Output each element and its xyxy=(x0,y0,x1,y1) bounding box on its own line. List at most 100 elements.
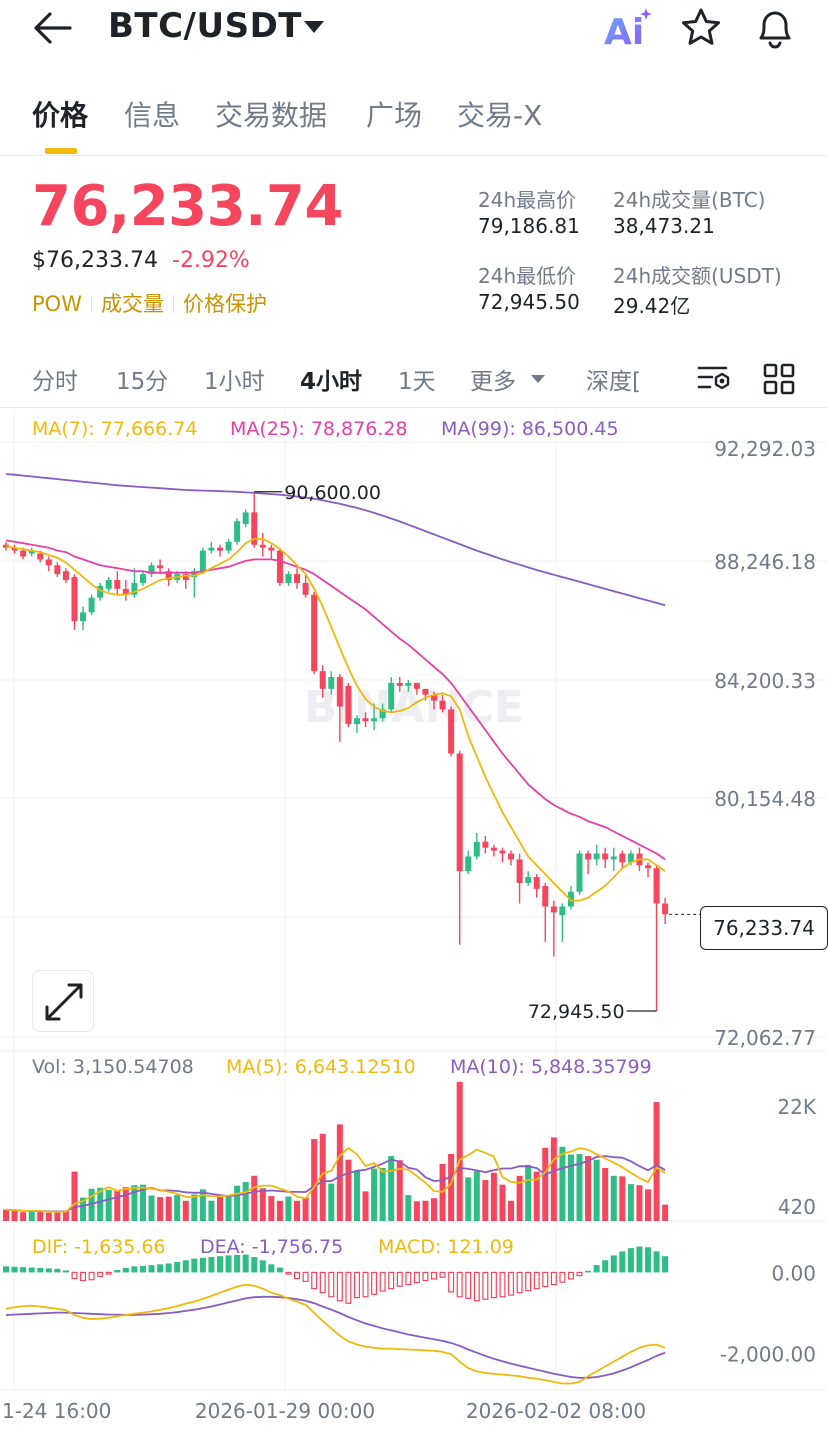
ma25-legend: MA(25): 78,876.28 xyxy=(230,418,408,440)
volume-bar xyxy=(122,1187,129,1221)
pair-title[interactable]: BTC/USDT xyxy=(108,6,302,46)
macd-bar xyxy=(28,1267,35,1273)
candle-body xyxy=(533,877,540,889)
candle-body xyxy=(285,574,292,583)
volume-bar xyxy=(37,1211,44,1221)
volume-bar xyxy=(251,1175,258,1221)
macd-bar xyxy=(302,1271,309,1282)
volume-bar xyxy=(54,1211,61,1221)
macd-bar xyxy=(362,1271,369,1298)
volume-bar xyxy=(114,1190,121,1221)
candle-body xyxy=(645,865,651,869)
grid-layout-icon[interactable] xyxy=(762,362,796,396)
kline-chart[interactable]: BINANCE 90,600.00 72,945.50 92,292.03 88,2… xyxy=(0,410,828,1440)
volume-bar xyxy=(542,1147,549,1221)
macd-bar xyxy=(62,1270,69,1273)
tag-price-protection[interactable]: 价格保护 xyxy=(182,292,267,316)
ai-label: Ai xyxy=(604,12,644,50)
macd-bar xyxy=(105,1271,112,1275)
tab-price[interactable]: 价格 xyxy=(32,99,89,132)
candle-body xyxy=(148,565,155,575)
macd-bar xyxy=(276,1267,283,1273)
interval-more[interactable]: 更多 xyxy=(470,369,516,395)
macd-bar xyxy=(490,1271,497,1299)
volume-bar xyxy=(199,1189,206,1221)
candle-body xyxy=(234,521,241,542)
macd-bar xyxy=(482,1271,489,1300)
macd-bar xyxy=(157,1264,164,1273)
candle-body xyxy=(388,682,395,710)
volume-bar xyxy=(525,1164,532,1221)
macd-bar xyxy=(422,1271,429,1282)
interval-1h[interactable]: 1小时 xyxy=(204,369,265,395)
caret-down-icon[interactable] xyxy=(302,18,326,36)
macd-bar xyxy=(45,1268,52,1273)
candle-body xyxy=(251,512,258,545)
dif-line xyxy=(5,1283,666,1385)
stat-high-value: 79,186.81 xyxy=(478,214,580,238)
time-axis-label: 2026-02-02 08:00 xyxy=(466,1399,646,1423)
tab-square[interactable]: 广场 xyxy=(366,99,423,132)
macd-bar xyxy=(328,1271,335,1298)
tab-info[interactable]: 信息 xyxy=(124,99,181,132)
interval-1d[interactable]: 1天 xyxy=(398,369,436,395)
dif-legend: DIF: -1,635.66 xyxy=(32,1236,166,1258)
ai-icon[interactable]: Ai xyxy=(602,6,654,50)
volume-bar xyxy=(593,1159,600,1221)
tab-trade-x[interactable]: 交易-X xyxy=(457,99,543,132)
macd-bar xyxy=(516,1271,523,1294)
macd-bar xyxy=(473,1271,480,1302)
volume-bar xyxy=(208,1200,215,1221)
candle-body xyxy=(567,891,574,907)
bell-icon[interactable] xyxy=(752,6,798,52)
macd-bar xyxy=(379,1271,386,1292)
volume-bar xyxy=(636,1185,643,1221)
interval-4h[interactable]: 4小时 xyxy=(300,369,363,395)
macd-bar xyxy=(20,1267,27,1273)
candle-body xyxy=(336,677,343,707)
back-arrow-icon[interactable] xyxy=(30,8,76,48)
candle-body xyxy=(97,585,104,598)
tag-volume[interactable]: 成交量 xyxy=(100,292,164,316)
tab-trading-data[interactable]: 交易数据 xyxy=(215,99,328,132)
candle-body xyxy=(362,718,369,722)
volume-legend: Vol: 3,150.54708 xyxy=(32,1056,194,1078)
fullscreen-button[interactable] xyxy=(32,970,94,1032)
volume-bar xyxy=(405,1195,412,1221)
macd-bar xyxy=(234,1255,241,1273)
interval-timeshare[interactable]: 分时 xyxy=(32,369,78,395)
macd-bar xyxy=(71,1271,78,1280)
candle-body xyxy=(413,682,420,689)
macd-bar xyxy=(448,1271,455,1293)
macd-bar xyxy=(311,1271,318,1290)
candle-body xyxy=(371,718,378,722)
expand-icon xyxy=(45,983,83,1021)
candle-body xyxy=(379,709,386,719)
candle-body xyxy=(576,853,583,892)
volume-bar xyxy=(62,1211,69,1221)
price-axis-label: 88,246.18 xyxy=(714,550,816,574)
volume-bar xyxy=(567,1154,574,1221)
current-price-tag: 76,233.74 xyxy=(700,906,828,950)
candle-body xyxy=(302,582,309,595)
macd-bar xyxy=(413,1271,420,1284)
interval-15m[interactable]: 15分 xyxy=(116,369,169,395)
volume-bar xyxy=(336,1124,343,1221)
more-caret-icon[interactable] xyxy=(530,374,546,384)
indicator-settings-icon[interactable] xyxy=(696,362,732,396)
star-icon[interactable] xyxy=(678,6,724,50)
usd-price: $76,233.74 xyxy=(32,248,158,273)
volume-bar xyxy=(431,1198,437,1221)
volume-bar xyxy=(131,1185,138,1221)
macd-bar xyxy=(636,1246,643,1273)
macd-bar xyxy=(251,1257,258,1273)
price-axis-label: 92,292.03 xyxy=(714,437,816,461)
price-change-percent: -2.92% xyxy=(172,248,250,273)
volume-bar xyxy=(80,1197,87,1221)
tag-pow[interactable]: POW xyxy=(32,292,82,316)
macd-bar xyxy=(456,1271,463,1298)
macd-bar xyxy=(225,1255,232,1273)
macd-bar xyxy=(610,1255,617,1273)
interval-depth[interactable]: 深度[ xyxy=(586,369,641,395)
